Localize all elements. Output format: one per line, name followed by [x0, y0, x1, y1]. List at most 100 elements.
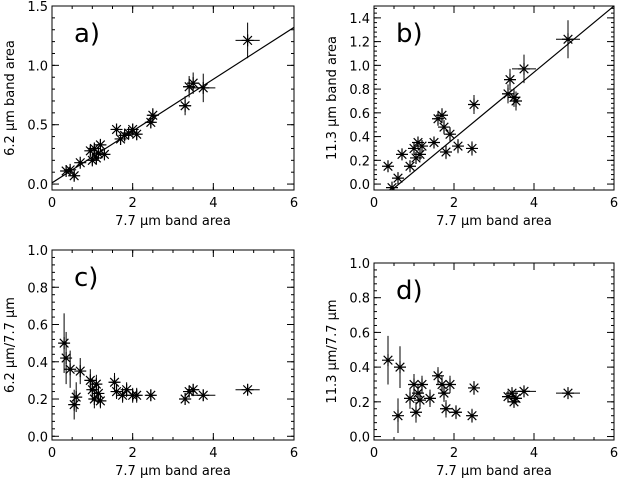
- data-point: [191, 73, 216, 103]
- asterisk-marker: [183, 385, 196, 398]
- asterisk-marker: [90, 151, 103, 164]
- asterisk-marker: [404, 392, 416, 405]
- asterisk-marker: [410, 406, 422, 419]
- asterisk-marker: [84, 144, 97, 157]
- data-point: [416, 140, 428, 153]
- asterisk-marker: [466, 142, 478, 155]
- data-point: [392, 172, 404, 185]
- data-point: [235, 383, 260, 396]
- asterisk-marker: [394, 361, 406, 374]
- asterisk-marker: [502, 87, 514, 100]
- data-point: [88, 142, 101, 155]
- data-point: [116, 387, 129, 403]
- data-point: [512, 385, 536, 398]
- x-axis-label: 7.7 μm band area: [115, 464, 231, 479]
- asterisk-marker: [197, 81, 210, 94]
- asterisk-marker: [428, 136, 440, 149]
- data-point: [94, 138, 107, 151]
- y-tick-label: 0.2: [349, 154, 370, 169]
- data-point: [235, 22, 260, 59]
- data-point: [414, 148, 426, 161]
- x-axis-label: 7.7 μm band area: [436, 214, 552, 229]
- data-point: [438, 119, 450, 135]
- data-point: [468, 95, 480, 115]
- data-point: [510, 392, 522, 405]
- data-layer: [58, 313, 260, 420]
- panel-label: a): [74, 19, 100, 49]
- asterisk-marker: [424, 392, 436, 405]
- asterisk-marker: [510, 94, 522, 107]
- data-point: [130, 128, 143, 141]
- panel-label: d): [396, 276, 423, 306]
- data-point: [382, 160, 394, 173]
- asterisk-marker: [92, 387, 105, 400]
- data-point: [394, 346, 406, 388]
- asterisk-marker: [187, 383, 200, 396]
- data-point: [118, 129, 131, 142]
- x-tick-label: 2: [129, 446, 137, 461]
- data-point: [410, 401, 422, 423]
- data-point: [444, 127, 456, 142]
- data-point: [416, 375, 428, 394]
- data-point: [191, 389, 216, 402]
- panel-d: 0 2 4 6 0.0 0.2 0.4 0.6 0.8 1.0 7.7 μm band area 11…: [325, 257, 618, 479]
- asterisk-marker: [414, 148, 426, 161]
- y-axis-label: 11.3 μm band area: [325, 36, 340, 160]
- asterisk-marker: [64, 163, 77, 176]
- asterisk-marker: [562, 33, 574, 46]
- data-point: [98, 148, 111, 161]
- data-point: [508, 395, 520, 408]
- asterisk-marker: [518, 62, 530, 75]
- y-tick-label: 0.0: [27, 178, 48, 193]
- x-tick-label: 4: [209, 446, 217, 461]
- asterisk-marker: [60, 165, 73, 178]
- data-point: [440, 144, 452, 160]
- data-point: [146, 108, 159, 123]
- x-tick-label: 6: [290, 196, 298, 211]
- asterisk-marker: [187, 77, 200, 90]
- asterisk-marker: [468, 98, 480, 111]
- data-point: [179, 96, 192, 116]
- asterisk-marker: [86, 154, 99, 167]
- data-point: [187, 72, 200, 94]
- asterisk-marker: [506, 387, 518, 400]
- y-tick-label: 0.8: [349, 83, 370, 98]
- asterisk-marker: [179, 393, 192, 406]
- y-tick-label: 1.2: [349, 36, 370, 51]
- asterisk-marker: [438, 121, 450, 134]
- data-point: [450, 405, 462, 420]
- asterisk-marker: [404, 160, 416, 173]
- asterisk-marker: [179, 99, 192, 112]
- asterisk-marker: [94, 394, 107, 407]
- data-point: [438, 384, 450, 402]
- y-axis-label: 6.2 μm/7.7 μm: [3, 297, 18, 393]
- data-point: [392, 398, 404, 434]
- y-tick-label: 0.6: [349, 107, 370, 122]
- asterisk-marker: [386, 181, 398, 190]
- data-point: [468, 381, 480, 395]
- y-tick-label: 1.5: [27, 0, 48, 15]
- asterisk-marker: [68, 169, 81, 182]
- data-point: [120, 382, 133, 398]
- data-point: [404, 387, 416, 409]
- data-point: [428, 136, 440, 149]
- asterisk-marker: [382, 160, 394, 173]
- x-tick-label: 6: [610, 196, 618, 211]
- asterisk-marker: [416, 378, 428, 391]
- asterisk-marker: [518, 385, 530, 398]
- y-axis-label: 6.2 μm band area: [3, 40, 18, 156]
- y-tick-label: 0.2: [349, 396, 370, 411]
- y-tick-label: 0.4: [349, 131, 370, 146]
- data-point: [126, 123, 139, 136]
- asterisk-marker: [74, 365, 87, 378]
- asterisk-marker: [562, 387, 574, 400]
- data-point: [86, 154, 99, 167]
- asterisk-marker: [144, 389, 157, 402]
- asterisk-marker: [126, 123, 139, 136]
- data-point: [436, 375, 448, 394]
- y-tick-label: 1.0: [349, 257, 370, 272]
- asterisk-marker: [392, 409, 404, 422]
- x-tick-label: 2: [450, 196, 458, 211]
- asterisk-marker: [416, 140, 428, 153]
- asterisk-marker: [432, 369, 444, 382]
